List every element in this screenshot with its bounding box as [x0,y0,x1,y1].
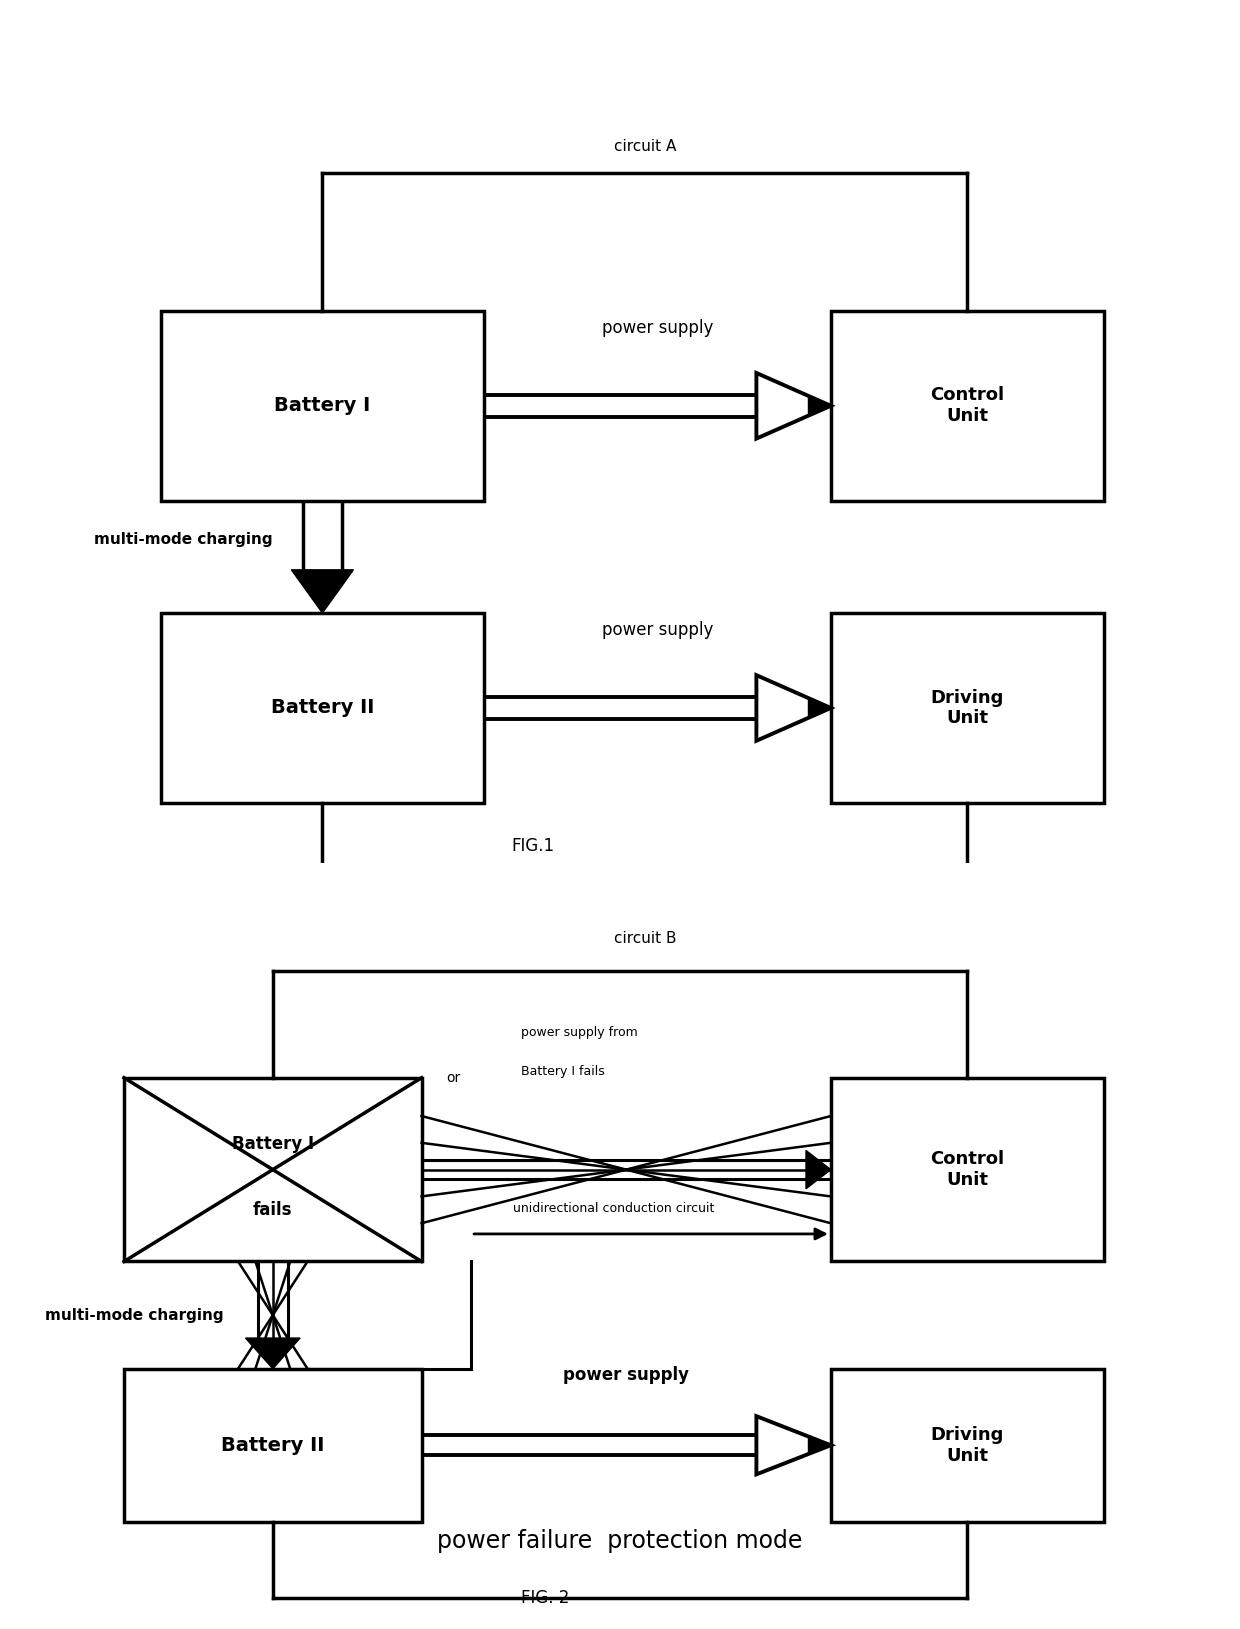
Bar [124,1368,422,1521]
Bar [124,1078,422,1261]
Text: Battery I: Battery I [232,1135,314,1153]
Text: Driving
Unit: Driving Unit [930,689,1004,728]
Bar [831,1368,1104,1521]
Text: Control
Unit: Control Unit [930,386,1004,425]
Text: FIG. 2: FIG. 2 [521,1590,570,1608]
Bar [161,311,484,500]
Bar [831,1078,1104,1261]
Bar [161,613,484,803]
Polygon shape [808,697,831,718]
Polygon shape [246,1337,300,1368]
Text: Control
Unit: Control Unit [930,1150,1004,1189]
Text: power supply: power supply [563,1367,689,1385]
Polygon shape [806,1150,831,1189]
Polygon shape [808,1437,831,1455]
Bar [831,311,1104,500]
Text: multi-mode charging: multi-mode charging [94,533,273,547]
Text: or: or [446,1070,460,1085]
Text: Battery II: Battery II [221,1435,325,1455]
Text: circuit A: circuit A [614,138,676,153]
Text: circuit B: circuit B [614,930,676,946]
Text: power failure  protection mode: power failure protection mode [438,1530,802,1552]
Text: fails: fails [253,1201,293,1218]
Polygon shape [291,570,353,613]
Text: Battery I fails: Battery I fails [521,1065,605,1078]
Bar [831,613,1104,803]
Polygon shape [756,373,831,438]
Text: multi-mode charging: multi-mode charging [45,1308,223,1323]
Text: Battery I: Battery I [274,396,371,415]
Text: power supply: power supply [601,319,713,337]
Text: Driving
Unit: Driving Unit [930,1425,1004,1464]
Text: FIG.1: FIG.1 [512,837,554,855]
Polygon shape [808,396,831,415]
Text: Battery II: Battery II [270,699,374,717]
Polygon shape [756,1416,831,1474]
Text: power supply: power supply [601,621,713,639]
Text: unidirectional conduction circuit: unidirectional conduction circuit [513,1202,714,1215]
Polygon shape [756,674,831,741]
Text: power supply from: power supply from [521,1026,637,1039]
